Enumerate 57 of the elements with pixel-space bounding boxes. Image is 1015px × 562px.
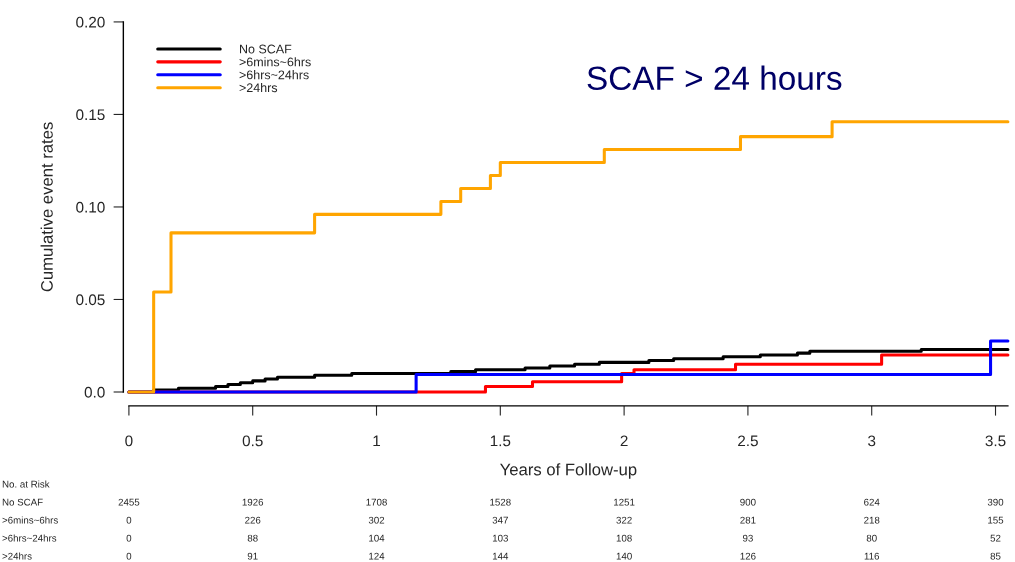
y-tick-label: 0.05 [76, 294, 105, 306]
legend-label: >24hrs [239, 82, 278, 93]
text: 302 [368, 516, 385, 524]
y-tick-label: 0.0 [84, 386, 105, 398]
y-axis-title: Cumulative event rates [40, 122, 53, 292]
text: >6hrs~24hrs [2, 534, 57, 542]
text: 390 [987, 498, 1004, 506]
text: SCAF > 24 hours [587, 65, 842, 91]
text: 116 [864, 552, 880, 560]
x-tick-label: 0 [125, 435, 133, 447]
x-tick-label: 3 [868, 435, 876, 447]
text: 2455 [118, 498, 140, 506]
text: 0 [126, 552, 132, 560]
text: No SCAF [2, 498, 43, 506]
x-tick-label: 2.5 [738, 435, 758, 447]
text: >24hrs [2, 552, 32, 560]
x-tick-label: 3.5 [985, 435, 1006, 447]
x-tick-label: 0.5 [242, 435, 263, 447]
text: 126 [740, 552, 756, 560]
text: 1528 [490, 498, 511, 506]
text: 218 [864, 516, 880, 524]
text: 85 [990, 552, 1001, 560]
text: 124 [369, 552, 385, 560]
legend-label: >6hrs~24hrs [239, 70, 309, 80]
text: 108 [616, 534, 632, 542]
text: 103 [492, 534, 508, 542]
text: 0 [126, 516, 132, 524]
text: 88 [247, 534, 258, 542]
text: 104 [369, 534, 385, 542]
text: 93 [742, 534, 753, 542]
text: 1926 [242, 498, 264, 506]
text: No. at Risk [2, 480, 50, 488]
x-tick-label: 1.5 [490, 435, 511, 447]
text: 0 [126, 534, 132, 542]
y-tick-label: 0.20 [76, 16, 105, 28]
text: 347 [492, 516, 508, 524]
text: 1251 [614, 498, 635, 506]
text: 91 [247, 552, 258, 560]
text: 900 [740, 498, 756, 506]
text: 281 [740, 516, 756, 524]
x-axis-title: Years of Follow-up [500, 463, 637, 479]
text: 80 [866, 534, 877, 542]
y-tick-label: 0.10 [76, 201, 105, 213]
text: 155 [988, 516, 1004, 524]
text: 52 [990, 534, 1001, 542]
x-tick-label: 2 [620, 435, 628, 447]
text: 1708 [366, 498, 387, 506]
y-tick-label: 0.15 [76, 109, 105, 121]
x-tick-label: 1 [373, 435, 381, 447]
text: 140 [616, 552, 632, 560]
text: 322 [616, 516, 632, 524]
text: 624 [864, 498, 880, 506]
legend-label: >6mins~6hrs [239, 57, 311, 67]
text: 144 [492, 552, 509, 560]
text: >6mins~6hrs [2, 516, 58, 524]
legend-label: No SCAF [240, 44, 292, 54]
text: 226 [245, 516, 261, 524]
